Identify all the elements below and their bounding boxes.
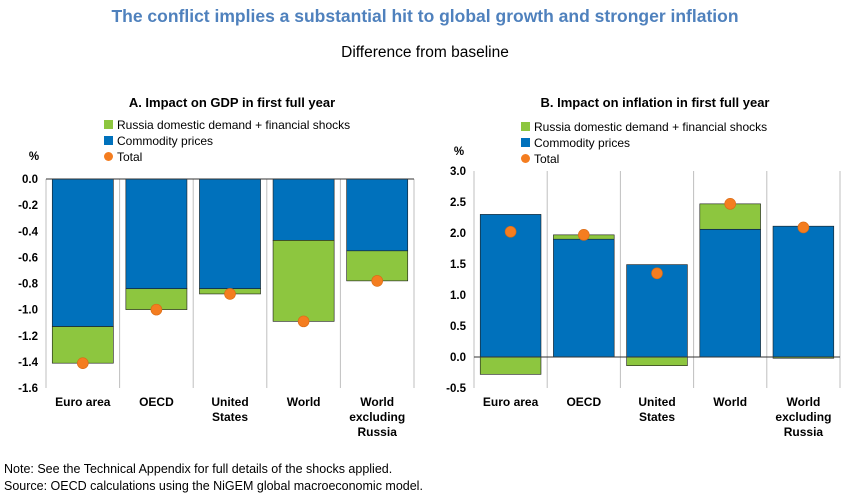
category-label-line: States (212, 410, 248, 424)
commodity-bar (51, 178, 114, 327)
panel-title: B. Impact on inflation in first full yea… (541, 95, 770, 110)
total-marker (224, 288, 236, 300)
y-tick-label: 0.5 (450, 321, 467, 333)
legend-commodity-prices-label: Commodity prices (117, 134, 213, 148)
category-label: World (287, 395, 321, 409)
category-label: World excluding Russia (349, 395, 405, 439)
russia-shock-bar (626, 356, 688, 366)
category-label-line: Russia (784, 425, 824, 439)
russia-shock-bar (272, 240, 335, 322)
legend-total-label: Total (117, 150, 142, 164)
category-label: World excluding Russia (775, 395, 831, 439)
y-tick-label: -0.6 (18, 252, 38, 264)
total-marker (150, 303, 163, 316)
category-label-line: Russia (358, 425, 398, 439)
category-label: World (713, 395, 747, 409)
gdp-impact-chart: A. Impact on GDP in first full year Russi… (18, 95, 415, 439)
commodity-bar (346, 178, 409, 252)
category-label: OECD (566, 395, 601, 409)
legend-commodity-prices-swatch (104, 136, 113, 145)
y-axis-unit: % (454, 146, 464, 158)
figure-title: The conflict implies a substantial hit t… (111, 6, 739, 26)
category-label-line: World (287, 395, 321, 409)
category-label-line: OECD (566, 395, 601, 409)
legend-russia-shocks-label: Russia domestic demand + financial shock… (534, 120, 767, 134)
commodity-bar (626, 264, 688, 358)
category-label-line: States (639, 410, 675, 424)
panel-title: A. Impact on GDP in first full year (129, 95, 335, 110)
category-label-line: World (360, 395, 394, 409)
legend-russia-shocks-swatch (104, 120, 113, 129)
y-tick-label: -0.4 (18, 226, 38, 238)
y-tick-label: 1.5 (450, 259, 467, 271)
category-label-line: excluding (775, 410, 831, 424)
russia-shock-bar (479, 356, 542, 375)
total-marker (651, 267, 663, 280)
legend-russia-shocks-swatch (521, 122, 530, 131)
category-label-line: excluding (349, 410, 405, 424)
category-label-line: World (787, 395, 821, 409)
commodity-bar (772, 225, 835, 358)
footnotes: Note: See the Technical Appendix for ful… (4, 461, 423, 495)
category-label-line: Euro area (483, 395, 539, 409)
legend-russia-shocks-label: Russia domestic demand + financial shock… (117, 118, 350, 132)
y-tick-label: -1.6 (18, 383, 38, 395)
category-label-line: United (211, 395, 248, 409)
total-marker (504, 225, 517, 238)
category-label: United States (211, 395, 248, 424)
commodity-bar (125, 178, 188, 290)
y-tick-label: -1.0 (18, 305, 38, 317)
y-tick-label: 2.0 (450, 228, 466, 240)
category-label-line: United (638, 395, 675, 409)
category-label-line: OECD (139, 395, 174, 409)
total-marker (797, 221, 810, 234)
category-label: OECD (139, 395, 174, 409)
inflation-impact-chart: B. Impact on inflation in first full yea… (446, 95, 841, 439)
commodity-bar (699, 228, 761, 358)
y-tick-label: 2.5 (450, 197, 467, 209)
y-tick-label: 1.0 (450, 290, 466, 302)
category-label-line: World (713, 395, 747, 409)
y-tick-label: -0.8 (18, 279, 38, 291)
category-label: Euro area (483, 395, 539, 409)
figure-subtitle: Difference from baseline (341, 44, 509, 61)
total-marker (371, 275, 384, 287)
category-label: Euro area (55, 395, 111, 409)
total-marker (77, 357, 89, 369)
y-tick-label: 0.0 (22, 174, 38, 186)
total-marker (724, 198, 737, 210)
y-tick-label: 3.0 (450, 166, 466, 178)
y-tick-label: -0.5 (446, 383, 466, 395)
commodity-bar (199, 178, 261, 290)
legend-commodity-prices-swatch (521, 138, 530, 147)
category-label: United States (638, 395, 675, 424)
total-marker (578, 229, 590, 241)
legend-total-marker (521, 154, 530, 163)
y-tick-label: -1.2 (18, 331, 38, 343)
legend-total-marker (104, 152, 113, 161)
y-axis-unit: % (29, 151, 39, 163)
category-label-line: Euro area (55, 395, 111, 409)
legend-total-label: Total (534, 152, 559, 166)
y-tick-label: 0.0 (450, 352, 466, 364)
source-text: Source: OECD calculations using the NiGE… (4, 479, 423, 493)
y-tick-label: -0.2 (18, 200, 38, 212)
note-text: Note: See the Technical Appendix for ful… (4, 462, 393, 476)
y-tick-label: -1.4 (18, 357, 38, 369)
legend-commodity-prices-label: Commodity prices (534, 136, 630, 150)
total-marker (297, 315, 310, 328)
commodity-bar (272, 178, 335, 241)
commodity-bar (553, 238, 615, 358)
